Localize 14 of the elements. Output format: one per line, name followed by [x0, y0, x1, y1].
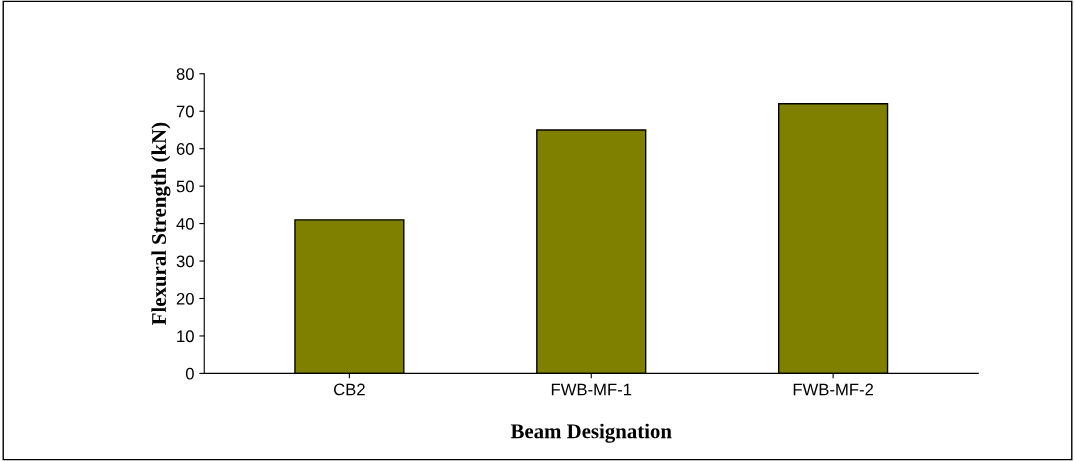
y-tick-label: 30 [176, 255, 194, 268]
y-axis-title: Flexural Strength (kN) [151, 122, 171, 325]
x-axis-title: Beam Designation [510, 423, 672, 443]
y-tick-label: 0 [185, 367, 194, 380]
y-tick-label: 80 [176, 68, 194, 80]
x-tick-label: FWB-MF-1 [551, 383, 632, 396]
y-tick-label: 20 [176, 292, 194, 305]
x-tick-label: FWB-MF-2 [793, 383, 874, 396]
y-tick-label: 10 [177, 330, 194, 343]
x-tick-label: CB2 [334, 383, 365, 396]
y-tick-label: 60 [176, 143, 194, 155]
y-tick-label: 70 [176, 105, 194, 118]
y-tick-label: 50 [176, 180, 194, 193]
y-tick-label: 40 [176, 217, 194, 230]
